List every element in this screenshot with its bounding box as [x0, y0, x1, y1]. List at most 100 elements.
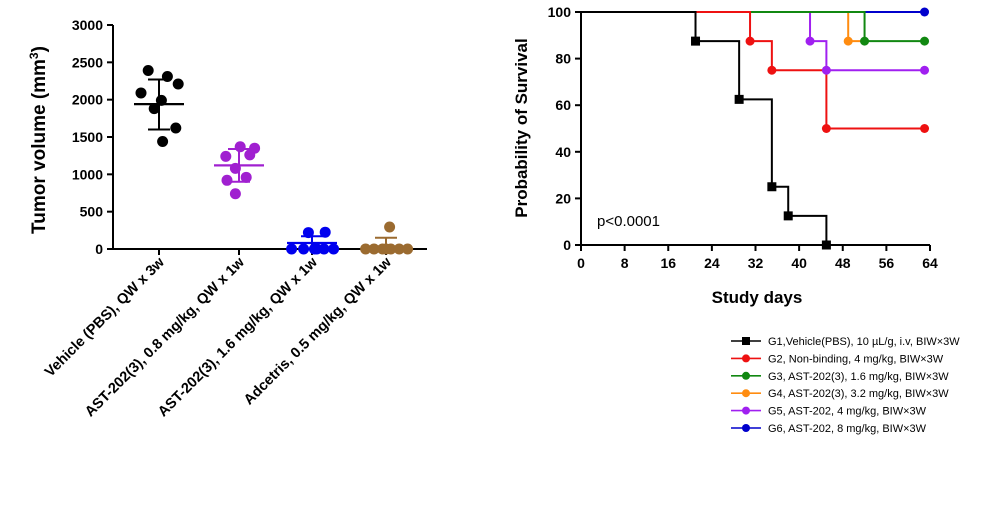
survival-x-tick-label: 64 — [922, 255, 938, 271]
survival-x-tick-label: 32 — [748, 255, 764, 271]
tumor-volume-point — [384, 221, 396, 233]
tumor-volume-point — [148, 103, 160, 115]
tumor-volume-group — [214, 141, 264, 200]
survival-chart: Probability of Survival Study days p<0.0… — [512, 4, 960, 435]
survival-x-tick-label: 16 — [660, 255, 676, 271]
tumor-volume-y-axis-label-close: ) — [29, 46, 50, 52]
survival-marker — [920, 124, 930, 133]
survival-marker — [745, 36, 755, 46]
survival-x-tick-label: 56 — [879, 255, 895, 271]
survival-marker — [783, 211, 793, 221]
tumor-volume-y-axis-label-sup: 3 — [27, 52, 41, 59]
survival-marker — [821, 240, 831, 250]
tumor-volume-group — [286, 226, 340, 255]
survival-marker — [821, 65, 831, 75]
survival-marker — [920, 36, 930, 46]
survival-axes: 0 20 40 60 80 100 0 8 16 24 32 40 48 56 64 — [548, 4, 938, 271]
p-value-annotation: p<0.0001 — [597, 213, 660, 230]
tumor-volume-point — [244, 149, 256, 161]
tumor-volume-point — [311, 243, 323, 255]
tumor-volume-point — [319, 226, 331, 238]
survival-marker — [920, 7, 930, 17]
survival-line — [581, 11, 828, 245]
tumor-volume-y-axis-label-text: Tumor volume (mm — [29, 59, 50, 234]
survival-legend-item: G3, AST-202(3), 1.6 mg/kg, BIW×3W — [731, 371, 949, 383]
tumor-volume-point — [220, 150, 232, 162]
survival-legend-label: G3, AST-202(3), 1.6 mg/kg, BIW×3W — [768, 371, 949, 383]
tumor-volume-point — [170, 122, 182, 134]
tumor-volume-point — [402, 243, 414, 255]
survival-y-tick-label: 40 — [555, 144, 571, 160]
tumor-volume-point — [155, 94, 167, 106]
survival-x-tick-label: 48 — [835, 255, 851, 271]
tumor-volume-chart: Tumor volume (mm3) 0 500 1000 1500 2000 2500 3… — [27, 17, 427, 420]
tumor-volume-point — [393, 243, 405, 255]
survival-y-tick-label: 20 — [555, 190, 571, 206]
survival-marker — [767, 65, 777, 75]
survival-legend-swatch-marker — [742, 337, 750, 345]
survival-marker — [821, 124, 831, 133]
tumor-volume-y-tick-label: 2000 — [72, 92, 103, 108]
survival-legend-item: G2, Non-binding, 4 mg/kg, BIW×3W — [731, 353, 944, 365]
survival-y-tick-label: 60 — [555, 97, 571, 113]
tumor-volume-point — [229, 162, 241, 174]
survival-line — [581, 11, 925, 43]
survival-legend-label: G2, Non-binding, 4 mg/kg, BIW×3W — [768, 353, 944, 365]
tumor-volume-group — [134, 65, 184, 147]
survival-legend-swatch-marker — [742, 389, 750, 398]
tumor-volume-y-tick-label: 3000 — [72, 17, 103, 33]
survival-x-tick-label: 0 — [577, 255, 585, 271]
survival-legend-label: G1,Vehicle(PBS), 10 µL/g, i.v, BIW×3W — [768, 336, 960, 348]
survival-legend: G1,Vehicle(PBS), 10 µL/g, i.v, BIW×3W G2,… — [731, 336, 960, 435]
tumor-volume-point — [302, 227, 314, 239]
tumor-volume-point — [135, 87, 147, 99]
tumor-volume-point — [234, 141, 246, 153]
survival-marker — [860, 36, 870, 46]
survival-line — [581, 11, 925, 130]
tumor-volume-point — [298, 243, 310, 255]
tumor-volume-point — [380, 243, 392, 255]
survival-y-tick-label: 80 — [555, 51, 571, 67]
survival-legend-item: G5, AST-202, 4 mg/kg, BIW×3W — [731, 406, 927, 418]
survival-marker — [843, 36, 853, 46]
survival-legend-swatch-marker — [742, 406, 750, 415]
survival-marker — [734, 94, 744, 104]
tumor-volume-y-axis-label: Tumor volume (mm3) — [27, 46, 50, 234]
tumor-volume-point — [142, 65, 154, 77]
tumor-volume-y-tick-label: 0 — [95, 241, 103, 257]
survival-y-tick-label: 100 — [548, 4, 572, 20]
survival-marker — [920, 65, 930, 75]
tumor-volume-group — [360, 221, 414, 255]
tumor-volume-point — [360, 243, 372, 255]
survival-y-axis-label: Probability of Survival — [512, 38, 531, 218]
survival-marker — [805, 36, 815, 46]
survival-legend-label: G5, AST-202, 4 mg/kg, BIW×3W — [768, 406, 927, 418]
survival-x-tick-label: 40 — [791, 255, 807, 271]
tumor-volume-point — [368, 243, 380, 255]
survival-legend-label: G4, AST-202(3), 3.2 mg/kg, BIW×3W — [768, 388, 949, 400]
survival-marker — [767, 182, 777, 192]
tumor-volume-marks — [134, 65, 414, 255]
survival-x-axis-label: Study days — [712, 288, 803, 307]
survival-x-tick-label: 8 — [621, 255, 629, 271]
tumor-volume-y-tick-label: 1000 — [72, 166, 103, 182]
survival-lines — [581, 11, 925, 245]
survival-legend-item: G6, AST-202, 8 mg/kg, BIW×3W — [731, 423, 927, 435]
tumor-volume-point — [328, 243, 340, 255]
tumor-volume-point — [240, 171, 252, 183]
survival-legend-swatch-marker — [742, 371, 750, 380]
survival-x-tick-label: 24 — [704, 255, 720, 271]
tumor-volume-point — [221, 174, 233, 186]
survival-line — [581, 11, 865, 43]
survival-marker — [691, 36, 701, 46]
tumor-volume-point — [157, 135, 169, 147]
survival-legend-item: G1,Vehicle(PBS), 10 µL/g, i.v, BIW×3W — [731, 336, 960, 348]
tumor-volume-category-label: AST-202(3), 1.6 mg/kg, QW x 1w — [155, 254, 321, 420]
survival-legend-swatch-marker — [742, 424, 750, 432]
survival-legend-label: G6, AST-202, 8 mg/kg, BIW×3W — [768, 423, 927, 435]
survival-y-tick-label: 0 — [563, 237, 571, 253]
tumor-volume-y-tick-label: 2500 — [72, 54, 103, 70]
